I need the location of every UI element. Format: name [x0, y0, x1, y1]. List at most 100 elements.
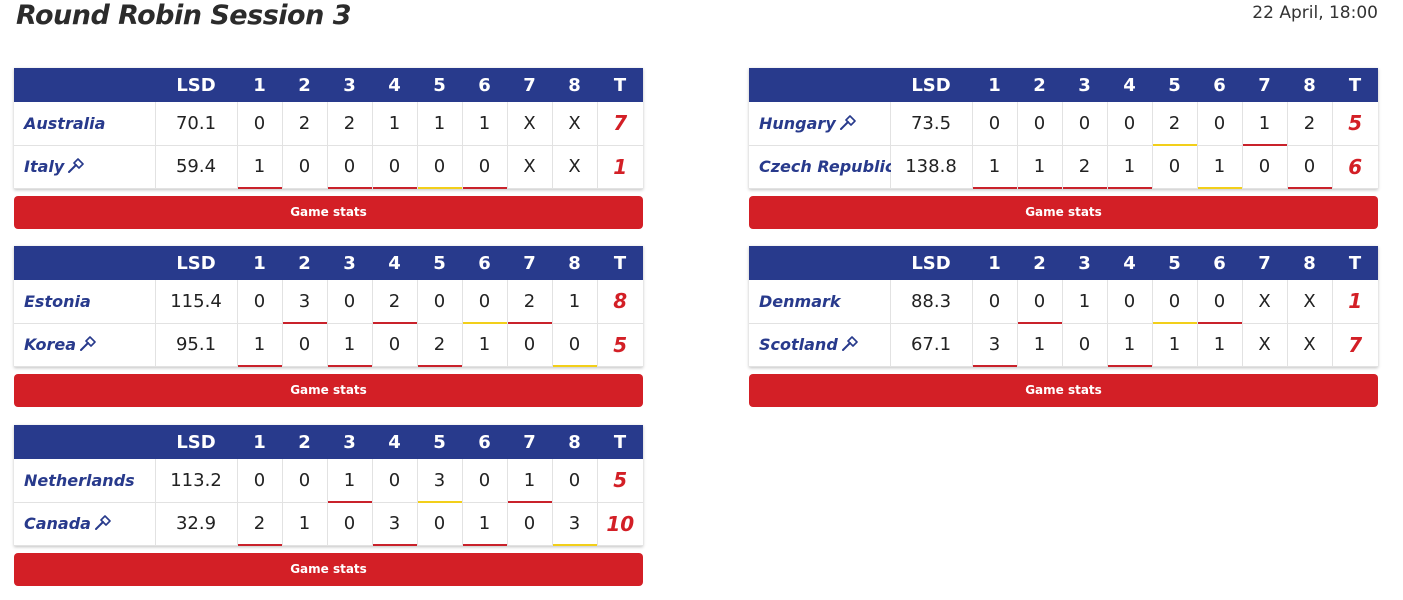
total-score: 6 — [1331, 145, 1378, 189]
header-row: LSD 1 2 3 4 5 6 7 8 T — [749, 246, 1378, 280]
end-score: 1 — [551, 280, 597, 324]
scoreboard-table: LSD 1 2 3 4 5 6 7 8 T Denmark 88.3 0 0 1 0 0 0 X X 1 Scotland… — [749, 246, 1378, 367]
end-score: 0 — [236, 102, 282, 146]
end-score: 0 — [506, 502, 552, 546]
lsd-column-header: LSD — [155, 68, 237, 102]
end-column-header: 6 — [462, 68, 507, 102]
end-score: 1 — [236, 145, 282, 189]
end-score: 0 — [236, 280, 282, 324]
end-column-header: 5 — [417, 68, 462, 102]
end-column-header: 4 — [1107, 246, 1152, 280]
total-score: 1 — [596, 145, 643, 189]
total-column-header: T — [1332, 68, 1378, 102]
end-score: 0 — [1016, 280, 1062, 324]
team-name-cell[interactable]: Denmark — [749, 280, 890, 324]
team-row: Estonia 115.4 0 3 0 2 0 0 2 1 8 — [14, 280, 643, 324]
team-column-header — [14, 425, 155, 459]
end-column-header: 8 — [1287, 68, 1332, 102]
end-column-header: 1 — [237, 246, 282, 280]
end-column-header: 4 — [372, 246, 417, 280]
team-name-cell[interactable]: Canada — [14, 502, 155, 546]
header-row: LSD 1 2 3 4 5 6 7 8 T — [14, 425, 643, 459]
end-column-header: 3 — [1062, 246, 1107, 280]
total-score: 7 — [596, 102, 643, 146]
scoreboard-table: LSD 1 2 3 4 5 6 7 8 T Estonia 115.4 0 3 0 2 0 0 2 1 8 Korea 95… — [14, 246, 643, 367]
end-score: 1 — [461, 502, 507, 546]
end-score: 0 — [281, 145, 327, 189]
team-name-cell[interactable]: Korea — [14, 323, 155, 367]
scoreboard-table: LSD 1 2 3 4 5 6 7 8 T Netherlands 113.2 0 0 1 0 3 0 1 0 5 Can… — [14, 425, 643, 546]
hammer-icon — [841, 336, 859, 352]
end-column-header: 7 — [507, 68, 552, 102]
hammer-icon — [67, 158, 85, 174]
end-score: 0 — [371, 459, 417, 503]
game-stats-button[interactable]: Game stats — [14, 552, 643, 586]
end-score: 0 — [971, 102, 1017, 146]
lsd-column-header: LSD — [155, 425, 237, 459]
end-score: 0 — [1151, 145, 1197, 189]
team-name-cell[interactable]: Estonia — [14, 280, 155, 324]
total-column-header: T — [597, 246, 643, 280]
hammer-icon — [79, 336, 97, 352]
header-row: LSD 1 2 3 4 5 6 7 8 T — [749, 68, 1378, 102]
team-name-cell[interactable]: Czech Republic — [749, 145, 894, 189]
end-score: 1 — [1016, 323, 1062, 367]
end-score: 1 — [971, 145, 1017, 189]
total-column-header: T — [597, 425, 643, 459]
end-score: 2 — [281, 102, 327, 146]
end-score: 0 — [1016, 102, 1062, 146]
end-score: 0 — [416, 145, 462, 189]
game-card: LSD 1 2 3 4 5 6 7 8 T Denmark 88.3 0 0 1 0 0 0 X X 1 Scotland… — [749, 246, 1378, 407]
end-column-header: 2 — [282, 425, 327, 459]
end-score: 1 — [371, 102, 417, 146]
end-score: 0 — [326, 502, 372, 546]
end-score: 0 — [1106, 280, 1152, 324]
end-score: 1 — [1106, 323, 1152, 367]
game-stats-button[interactable]: Game stats — [749, 373, 1378, 407]
end-column-header: 2 — [1017, 246, 1062, 280]
end-column-header: 5 — [1152, 68, 1197, 102]
team-row: Korea 95.1 1 0 1 0 2 1 0 0 5 — [14, 323, 643, 367]
end-score: X — [1241, 323, 1287, 367]
header-row: LSD 1 2 3 4 5 6 7 8 T — [14, 246, 643, 280]
team-row: Czech Republic 138.8 1 1 2 1 0 1 0 0 6 — [749, 145, 1378, 189]
hammer-icon — [94, 515, 112, 531]
end-score: 0 — [1151, 280, 1197, 324]
end-score: X — [1241, 280, 1287, 324]
game-stats-button[interactable]: Game stats — [749, 195, 1378, 229]
end-score: X — [1286, 280, 1332, 324]
team-name: Italy — [24, 157, 65, 176]
team-name-cell[interactable]: Hungary — [749, 102, 890, 146]
team-name: Scotland — [759, 335, 838, 354]
end-column-header: 4 — [1107, 68, 1152, 102]
end-score: 1 — [1061, 280, 1107, 324]
team-name-cell[interactable]: Australia — [14, 102, 155, 146]
team-row: Scotland 67.1 3 1 0 1 1 1 X X 7 — [749, 323, 1378, 367]
team-name: Australia — [24, 113, 106, 133]
end-column-header: 7 — [507, 425, 552, 459]
game-stats-button[interactable]: Game stats — [14, 195, 643, 229]
team-name-cell[interactable]: Italy — [14, 145, 155, 189]
end-score: 0 — [281, 459, 327, 503]
end-score: 1 — [1241, 102, 1287, 146]
end-score: 1 — [461, 323, 507, 367]
end-score: 0 — [1196, 102, 1242, 146]
end-score: 0 — [371, 323, 417, 367]
end-score: 1 — [1196, 323, 1242, 367]
total-score: 5 — [596, 459, 643, 503]
total-score: 7 — [1331, 323, 1378, 367]
end-score: 0 — [461, 145, 507, 189]
team-name-cell[interactable]: Scotland — [749, 323, 890, 367]
team-name-cell[interactable]: Netherlands — [14, 459, 155, 503]
end-score: 0 — [506, 323, 552, 367]
team-column-header — [749, 68, 890, 102]
end-score: 1 — [326, 323, 372, 367]
end-column-header: 4 — [372, 68, 417, 102]
team-column-header — [749, 246, 890, 280]
end-column-header: 5 — [417, 246, 462, 280]
team-name: Czech Republic — [759, 157, 895, 176]
end-column-header: 8 — [552, 68, 597, 102]
end-score: X — [551, 102, 597, 146]
lsd-value: 113.2 — [154, 459, 237, 503]
game-stats-button[interactable]: Game stats — [14, 373, 643, 407]
